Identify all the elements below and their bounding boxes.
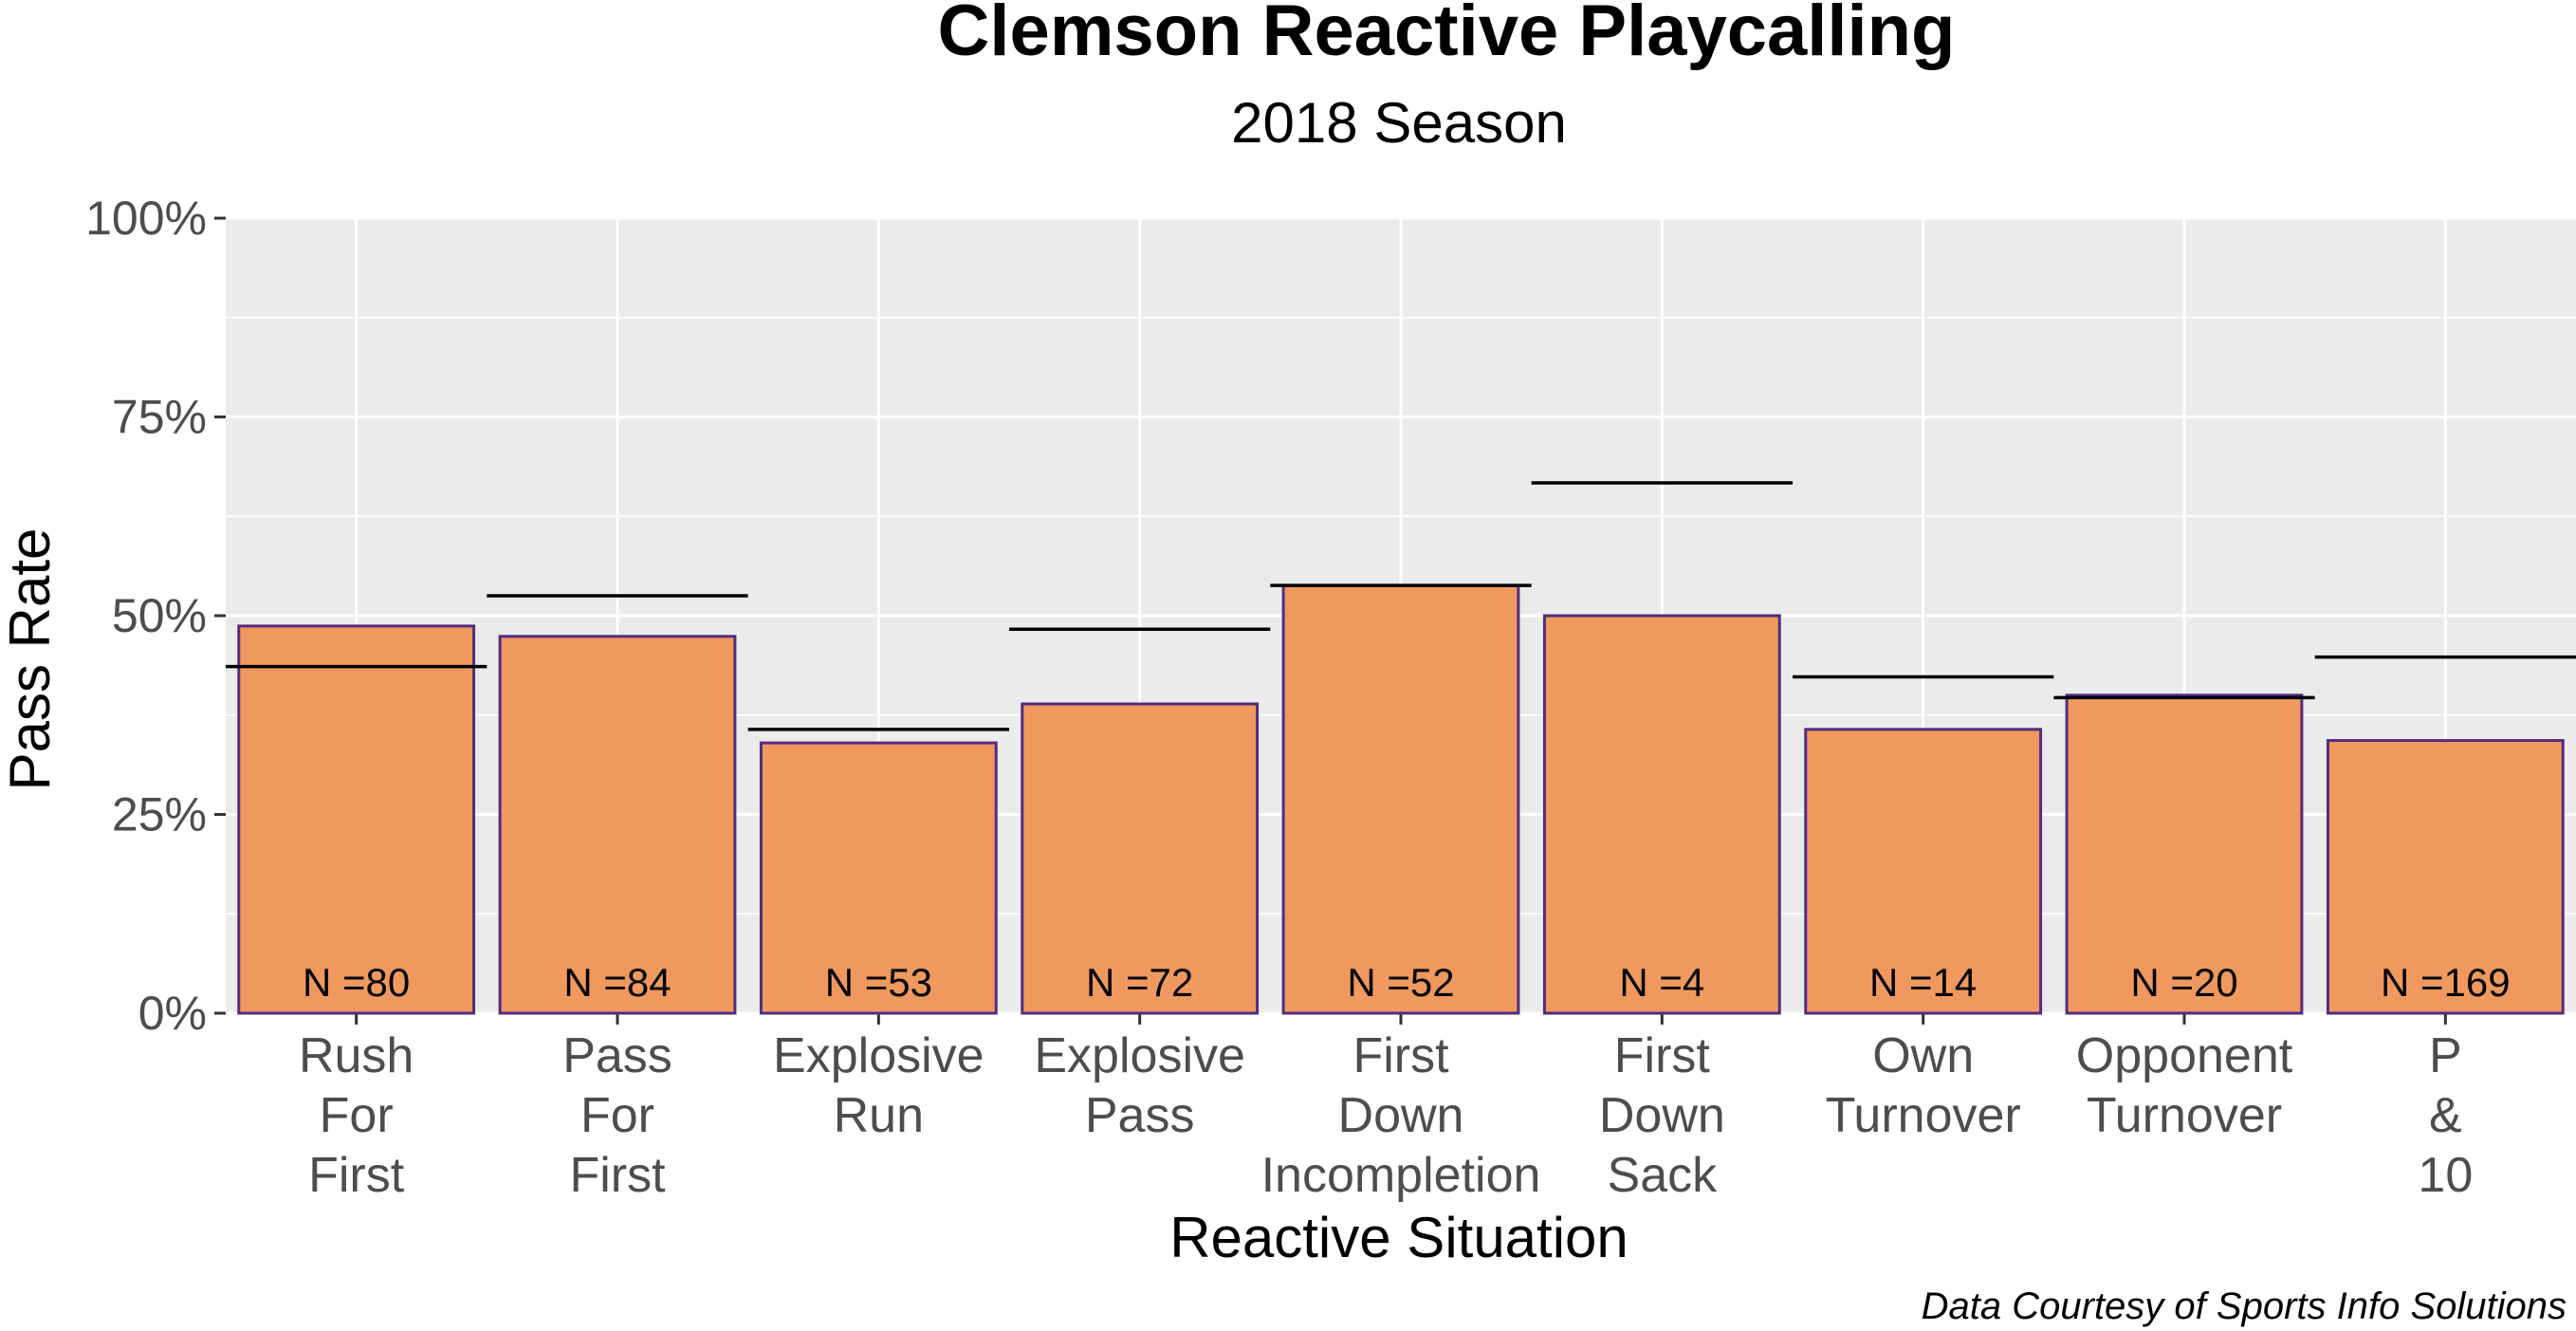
x-tick-label: Pass For First [562,1028,672,1203]
bar [1283,585,1518,1013]
bar [500,637,735,1013]
x-tick-label: First Down Incompletion [1261,1028,1541,1203]
x-tick-label: Explosive Run [773,1028,984,1143]
n-label: N =169 [2381,960,2511,1005]
x-tick-label: P & 10 [2418,1028,2473,1203]
chart: Clemson Reactive Playcalling 2018 Season… [0,0,2576,1331]
bar [239,626,474,1013]
n-label: N =84 [563,960,671,1005]
x-tick-label: First Down Sack [1599,1028,1725,1203]
bar [1544,616,1779,1013]
n-label: N =53 [825,960,932,1005]
n-label: N =80 [303,960,410,1005]
y-axis-title: Pass Rate [0,528,62,791]
chart-title: Clemson Reactive Playcalling [938,0,1956,71]
y-tick-label: 50% [112,589,207,642]
x-tick-label: Rush For First [299,1028,414,1203]
n-label: N =4 [1619,960,1704,1005]
y-tick-label: 0% [138,987,207,1040]
x-tick-label: Explosive Pass [1034,1028,1245,1143]
x-axis-title: Reactive Situation [1169,1206,1628,1269]
x-axis: Rush For First Pass For First Explosive Run Expl… [299,1013,2473,1203]
y-tick-label: 25% [112,788,207,841]
n-label: N =14 [1869,960,1977,1005]
y-axis: 0% 25% 50% 75% 100% [85,192,226,1040]
x-tick-label: Opponent Turnover [2076,1028,2293,1143]
y-tick-label: 100% [85,192,207,245]
y-tick-label: 75% [112,391,207,444]
n-label: N =20 [2130,960,2237,1005]
n-label: N =52 [1347,960,1454,1005]
chart-subtitle: 2018 Season [1231,91,1567,155]
n-label: N =72 [1086,960,1193,1005]
x-tick-label: Own Turnover [1826,1028,2021,1143]
n-labels: N =80 N =84 N =53 N =72 N =52 N =4 N =14 N =20 N… [303,960,2511,1005]
caption: Data Courtesy of Sports Info Solutions [1922,1285,2567,1327]
